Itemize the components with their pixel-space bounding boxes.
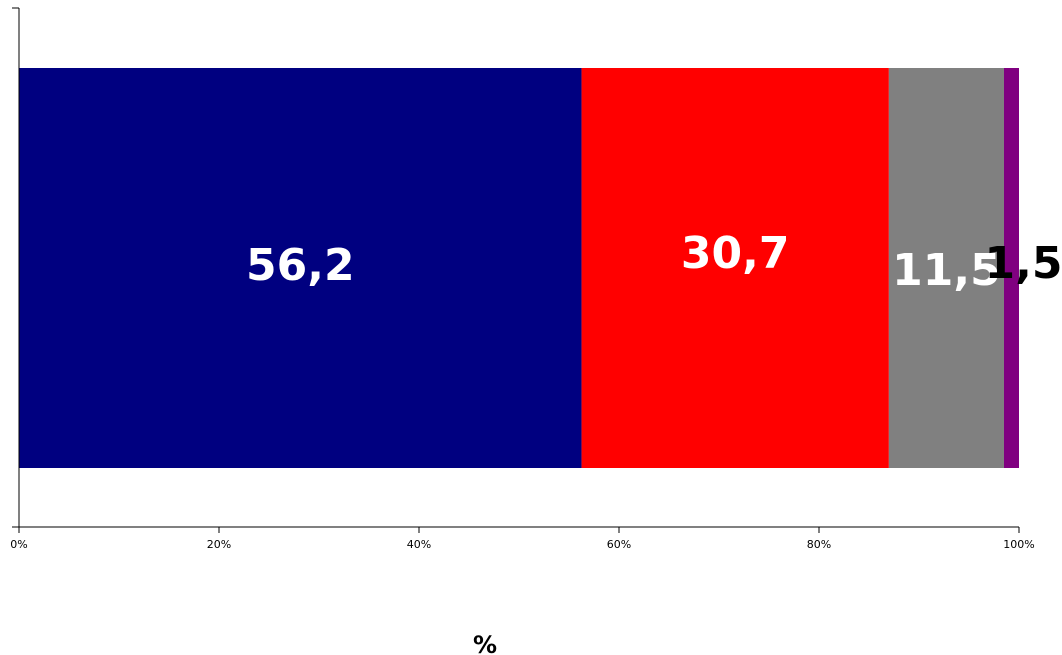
x-tick-label: 20%: [207, 538, 231, 551]
bar-segment-4: [1003, 68, 1019, 468]
x-tick-label: 0%: [10, 538, 27, 551]
x-tick-label: 40%: [407, 538, 431, 551]
bar-segments: [19, 68, 1019, 468]
data-label-2: 30,7: [681, 228, 790, 279]
x-tick-label: 100%: [1003, 538, 1034, 551]
x-axis-ticks: 0% 20% 40% 60% 80% 100%: [10, 527, 1035, 551]
x-tick-label: 80%: [807, 538, 831, 551]
axes: [12, 7, 1019, 528]
bar-segment-3: [888, 68, 1004, 468]
data-label-1: 56,2: [246, 240, 355, 291]
bar-segment-1: [19, 68, 582, 468]
bar-segment-2: [581, 68, 889, 468]
data-label-3: 11,5: [892, 245, 1001, 296]
x-axis-title: %: [473, 631, 497, 655]
data-label-4: 1,5: [985, 238, 1062, 289]
data-labels: 56,2 30,7 11,51,5: [246, 228, 1062, 296]
x-tick-label: 60%: [607, 538, 631, 551]
